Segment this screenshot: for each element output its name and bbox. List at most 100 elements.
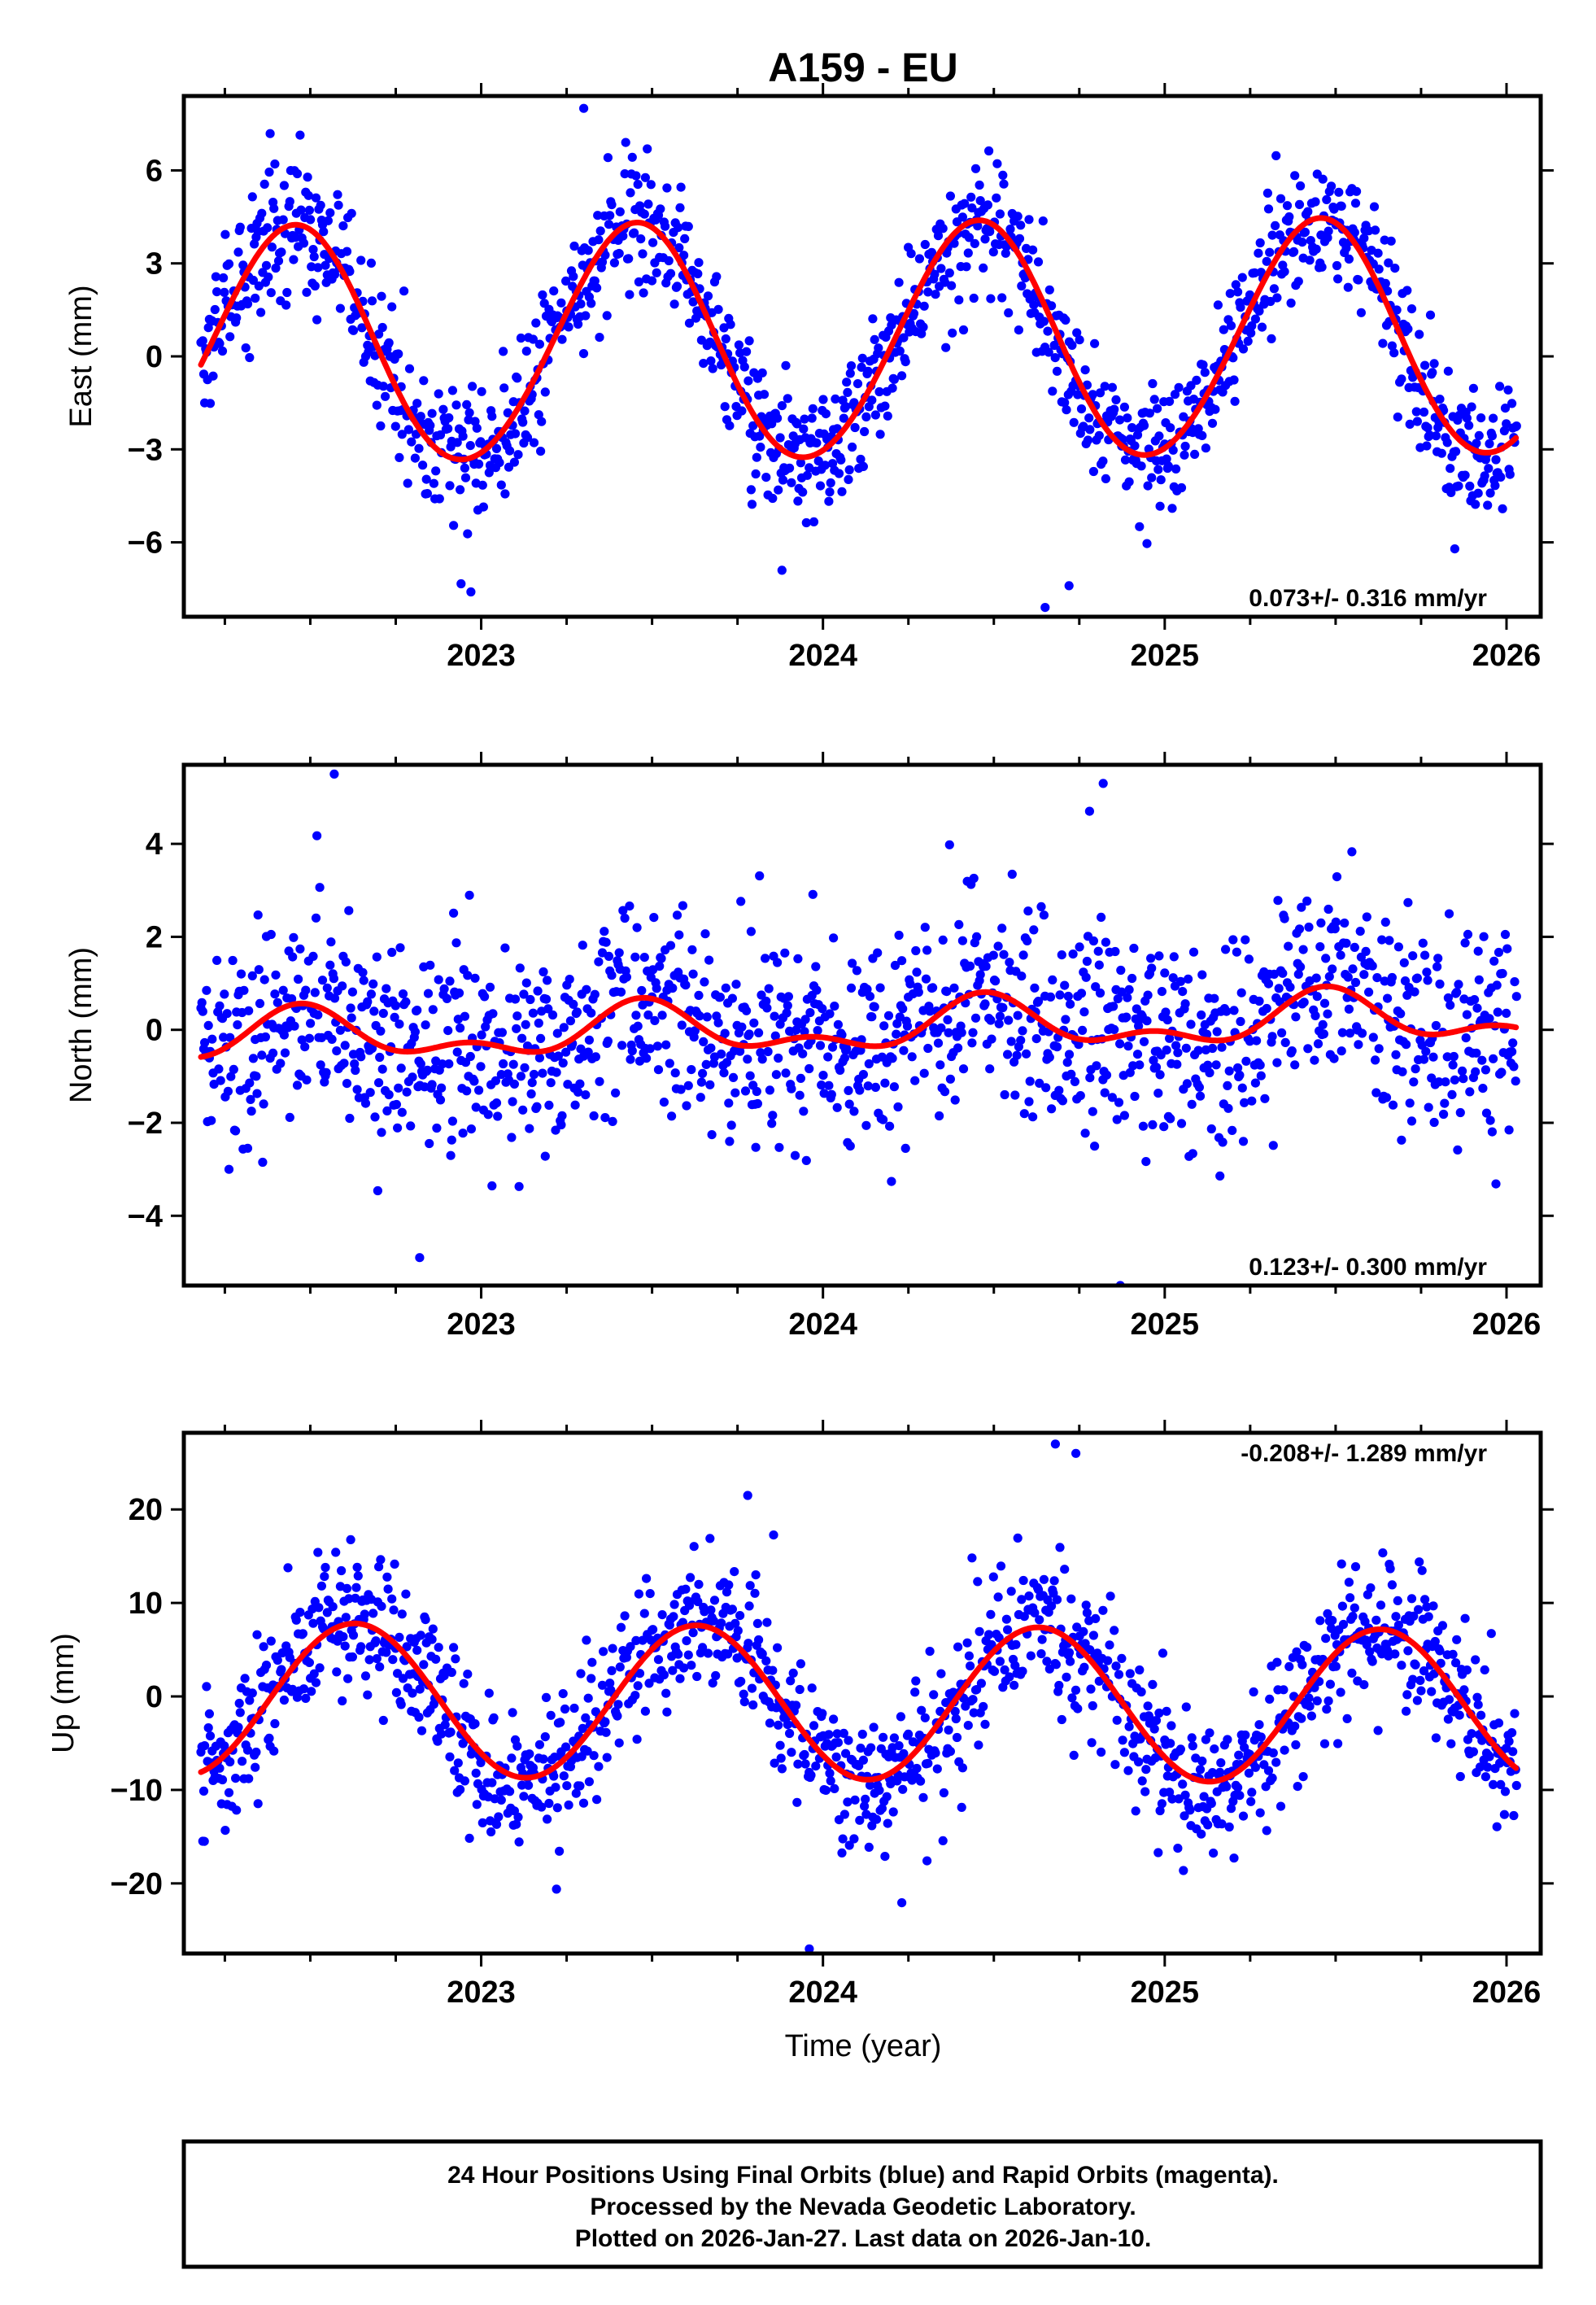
east-data-point bbox=[381, 391, 390, 401]
up-data-point bbox=[762, 1617, 772, 1627]
east-data-point bbox=[900, 357, 910, 367]
east-data-point bbox=[1402, 286, 1412, 295]
up-data-point bbox=[1472, 1692, 1482, 1702]
north-data-point bbox=[302, 1075, 312, 1085]
north-data-point bbox=[1477, 1055, 1487, 1065]
up-data-point bbox=[1036, 1649, 1046, 1659]
north-data-point bbox=[360, 1098, 371, 1108]
east-y-tick-label: 6 bbox=[146, 154, 163, 188]
up-data-point bbox=[1117, 1653, 1127, 1663]
north-data-point bbox=[1025, 1076, 1035, 1086]
east-data-point bbox=[456, 485, 465, 495]
up-data-point bbox=[1247, 1788, 1257, 1797]
up-data-point bbox=[1030, 1608, 1040, 1617]
up-data-point bbox=[1322, 1705, 1332, 1714]
north-data-point bbox=[432, 1123, 442, 1133]
north-data-point bbox=[725, 1137, 735, 1146]
north-data-point bbox=[1247, 1096, 1257, 1106]
north-data-point bbox=[687, 1065, 696, 1075]
east-data-point bbox=[403, 478, 412, 488]
north-data-point bbox=[483, 1110, 493, 1120]
north-data-point bbox=[957, 936, 967, 945]
north-data-point bbox=[1419, 1054, 1429, 1064]
up-data-point bbox=[1443, 1714, 1453, 1724]
up-data-point bbox=[867, 1821, 877, 1831]
north-data-point bbox=[1252, 1036, 1262, 1046]
east-data-point bbox=[578, 349, 589, 359]
up-data-point bbox=[1215, 1767, 1225, 1777]
up-data-point bbox=[1417, 1565, 1427, 1575]
north-data-point bbox=[491, 1076, 501, 1085]
north-data-point bbox=[402, 1087, 412, 1097]
up-data-point bbox=[1057, 1714, 1066, 1725]
up-data-point bbox=[1181, 1702, 1191, 1712]
north-data-point bbox=[578, 941, 587, 950]
up-data-point bbox=[1125, 1669, 1135, 1679]
east-data-point bbox=[587, 299, 596, 308]
up-data-point bbox=[1114, 1670, 1124, 1679]
north-data-point bbox=[1245, 1037, 1255, 1046]
footer-box: 24 Hour Positions Using Final Orbits (bl… bbox=[181, 2139, 1543, 2269]
up-data-point bbox=[1216, 1758, 1226, 1768]
north-data-point bbox=[214, 1064, 224, 1074]
up-data-point bbox=[832, 1729, 842, 1739]
north-data-point bbox=[914, 987, 923, 998]
east-data-point bbox=[1014, 234, 1025, 243]
north-data-point bbox=[447, 1116, 458, 1126]
north-data-point bbox=[1403, 897, 1413, 907]
up-data-point bbox=[314, 1603, 324, 1613]
up-data-point bbox=[264, 1733, 274, 1743]
east-data-point bbox=[1420, 360, 1430, 370]
north-data-point bbox=[655, 961, 665, 971]
east-data-point bbox=[1265, 247, 1275, 257]
east-data-point bbox=[1153, 404, 1162, 413]
east-data-point bbox=[583, 246, 593, 255]
up-data-point bbox=[1118, 1735, 1127, 1745]
up-data-point bbox=[245, 1696, 255, 1705]
up-data-point bbox=[898, 1784, 908, 1794]
up-data-point bbox=[1003, 1625, 1013, 1635]
up-data-point bbox=[683, 1650, 693, 1660]
up-data-point bbox=[1110, 1760, 1120, 1770]
up-data-point bbox=[806, 1770, 816, 1780]
north-data-point bbox=[1444, 909, 1454, 919]
east-data-point bbox=[1443, 366, 1453, 376]
up-data-point bbox=[1427, 1687, 1437, 1696]
east-data-point bbox=[1267, 230, 1277, 240]
up-data-point bbox=[233, 1722, 243, 1732]
up-data-point bbox=[578, 1723, 587, 1733]
east-data-point bbox=[631, 171, 641, 181]
up-data-point bbox=[1504, 1736, 1514, 1746]
north-data-point bbox=[1397, 1135, 1406, 1145]
east-data-point bbox=[621, 138, 630, 147]
up-data-point bbox=[486, 1827, 496, 1837]
up-data-point bbox=[376, 1555, 386, 1565]
up-data-point bbox=[1265, 1694, 1275, 1704]
east-data-point bbox=[399, 286, 409, 296]
east-data-point bbox=[503, 408, 512, 417]
north-data-point bbox=[696, 1093, 705, 1102]
north-data-point bbox=[1005, 958, 1014, 967]
east-data-point bbox=[460, 473, 471, 482]
east-data-point bbox=[256, 308, 266, 317]
east-data-point bbox=[1145, 408, 1154, 418]
east-data-point bbox=[1384, 258, 1393, 268]
north-data-point bbox=[1079, 1007, 1089, 1017]
east-data-point bbox=[1210, 404, 1220, 414]
up-data-point bbox=[821, 1785, 831, 1795]
north-data-point bbox=[384, 1089, 394, 1100]
east-data-point bbox=[958, 325, 969, 335]
north-data-point bbox=[1019, 1109, 1029, 1119]
east-data-point bbox=[967, 203, 977, 213]
up-data-point bbox=[1337, 1559, 1346, 1569]
east-data-point bbox=[815, 481, 826, 491]
north-data-point bbox=[1310, 1011, 1320, 1020]
east-data-point bbox=[1502, 419, 1511, 429]
up-outlier-point bbox=[805, 1944, 814, 1954]
north-data-point bbox=[310, 988, 320, 998]
up-data-point bbox=[1067, 1693, 1077, 1703]
up-y-tick-label: −10 bbox=[111, 1774, 163, 1808]
north-data-point bbox=[1044, 1052, 1054, 1062]
east-data-point bbox=[1282, 201, 1293, 211]
up-data-point bbox=[577, 1752, 587, 1761]
